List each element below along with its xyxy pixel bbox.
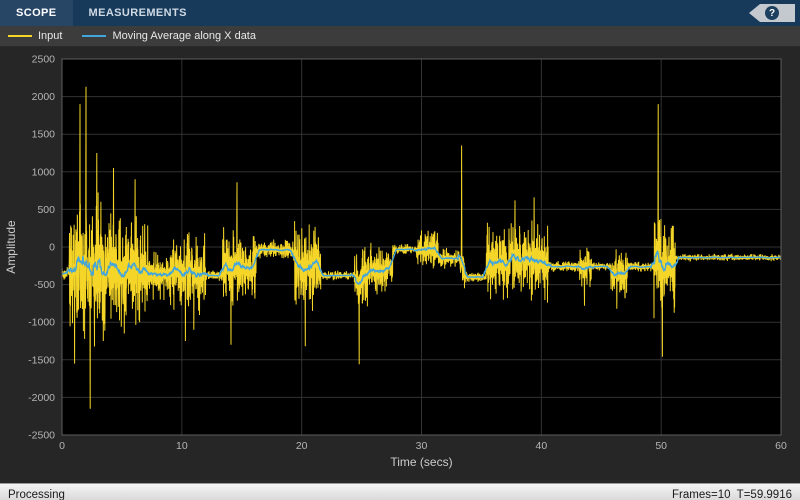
x-tick-label: 40 — [535, 440, 547, 452]
toolstrip: SCOPE MEASUREMENTS ? — [0, 0, 800, 26]
moving-average-line-swatch — [82, 35, 107, 37]
y-tick-label: 1000 — [32, 166, 56, 178]
x-tick-label: 50 — [655, 440, 667, 452]
y-tick-label: 2500 — [32, 54, 56, 66]
x-tick-label: 10 — [176, 440, 188, 452]
status-bar: Processing Frames=10 T=59.9916 — [0, 483, 800, 500]
legend-item-input[interactable]: Input — [8, 30, 62, 42]
y-tick-label: 1500 — [32, 129, 56, 141]
tab-scope[interactable]: SCOPE — [0, 0, 73, 26]
y-tick-label: -1500 — [28, 354, 55, 366]
legend-label-input: Input — [38, 30, 63, 42]
x-tick-label: 20 — [296, 440, 308, 452]
input-trace — [62, 86, 781, 409]
plot-region: -2500 -2000 -1500 -1000 -500 0 500 1000 1500 2000… — [0, 47, 800, 483]
tab-measurements[interactable]: MEASUREMENTS — [88, 7, 187, 19]
y-tick-label: -500 — [34, 279, 55, 291]
x-axis-label: Time (secs) — [390, 455, 452, 469]
input-line-swatch — [8, 35, 32, 37]
status-processing: Processing — [8, 488, 65, 500]
y-axis-label: Amplitude — [4, 220, 18, 274]
y-tick-label: -2500 — [28, 430, 55, 442]
help-button[interactable]: ? — [749, 4, 795, 22]
x-tick-label: 0 — [59, 440, 65, 452]
axes-border — [61, 58, 782, 436]
y-tick-label: -1000 — [28, 317, 55, 329]
y-tick-label: -2000 — [28, 392, 55, 404]
legend-item-moving-average[interactable]: Moving Average along X data — [82, 30, 256, 42]
legend-label-moving-average: Moving Average along X data — [112, 30, 256, 42]
moving-average-trace — [62, 245, 781, 286]
scope-plot[interactable]: -2500-2000-1500-1000-5000500100015002000… — [0, 47, 800, 478]
legend: Input Moving Average along X data — [0, 26, 800, 47]
question-icon: ? — [765, 6, 779, 20]
x-tick-label: 30 — [416, 440, 428, 452]
x-tick-label: 60 — [775, 440, 787, 452]
status-frames-time: Frames=10 T=59.9916 — [672, 488, 792, 500]
y-tick-label: 0 — [49, 242, 55, 254]
y-tick-label: 500 — [37, 204, 55, 216]
y-tick-label: 2000 — [32, 91, 56, 103]
